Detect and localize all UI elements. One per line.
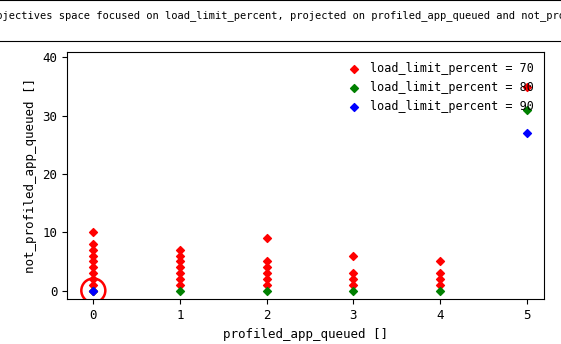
load_limit_percent = 70 <box>89 265 98 270</box>
load_limit_percent = 70 <box>89 229 98 235</box>
load_limit_percent = 70 <box>176 247 185 252</box>
load_limit_percent = 70 <box>176 265 185 270</box>
load_limit_percent = 90 <box>522 130 531 136</box>
Y-axis label: not_profiled_app_queued []: not_profiled_app_queued [] <box>24 78 37 273</box>
X-axis label: profiled_app_queued []: profiled_app_queued [] <box>223 327 388 341</box>
load_limit_percent = 70 <box>89 282 98 288</box>
load_limit_percent = 70 <box>89 247 98 252</box>
load_limit_percent = 70 <box>89 270 98 276</box>
load_limit_percent = 70 <box>89 259 98 264</box>
load_limit_percent = 80 <box>436 288 445 293</box>
load_limit_percent = 70 <box>262 259 271 264</box>
load_limit_percent = 70 <box>436 270 445 276</box>
load_limit_percent = 70 <box>176 270 185 276</box>
load_limit_percent = 70 <box>262 282 271 288</box>
load_limit_percent = 70 <box>262 270 271 276</box>
load_limit_percent = 70 <box>89 253 98 258</box>
load_limit_percent = 70 <box>89 276 98 282</box>
load_limit_percent = 70 <box>349 253 358 258</box>
load_limit_percent = 70 <box>176 259 185 264</box>
load_limit_percent = 70 <box>176 282 185 288</box>
load_limit_percent = 80 <box>176 288 185 293</box>
load_limit_percent = 70 <box>176 253 185 258</box>
load_limit_percent = 70 <box>89 241 98 247</box>
load_limit_percent = 80 <box>349 288 358 293</box>
load_limit_percent = 70 <box>262 265 271 270</box>
load_limit_percent = 70 <box>436 259 445 264</box>
load_limit_percent = 70 <box>349 276 358 282</box>
Legend: load_limit_percent = 70, load_limit_percent = 80, load_limit_percent = 90: load_limit_percent = 70, load_limit_perc… <box>338 57 538 118</box>
load_limit_percent = 70 <box>262 235 271 241</box>
load_limit_percent = 70 <box>176 276 185 282</box>
Text: Figure 4.3: The objectives space focused on load_limit_percent, projected on pro: Figure 4.3: The objectives space focused… <box>0 10 561 21</box>
load_limit_percent = 70 <box>349 282 358 288</box>
load_limit_percent = 70 <box>436 276 445 282</box>
load_limit_percent = 70 <box>522 84 531 89</box>
load_limit_percent = 80 <box>522 107 531 112</box>
load_limit_percent = 80 <box>262 288 271 293</box>
load_limit_percent = 80 <box>89 288 98 293</box>
load_limit_percent = 70 <box>262 276 271 282</box>
load_limit_percent = 90 <box>89 288 98 293</box>
load_limit_percent = 70 <box>436 282 445 288</box>
load_limit_percent = 70 <box>89 288 98 293</box>
load_limit_percent = 70 <box>349 270 358 276</box>
